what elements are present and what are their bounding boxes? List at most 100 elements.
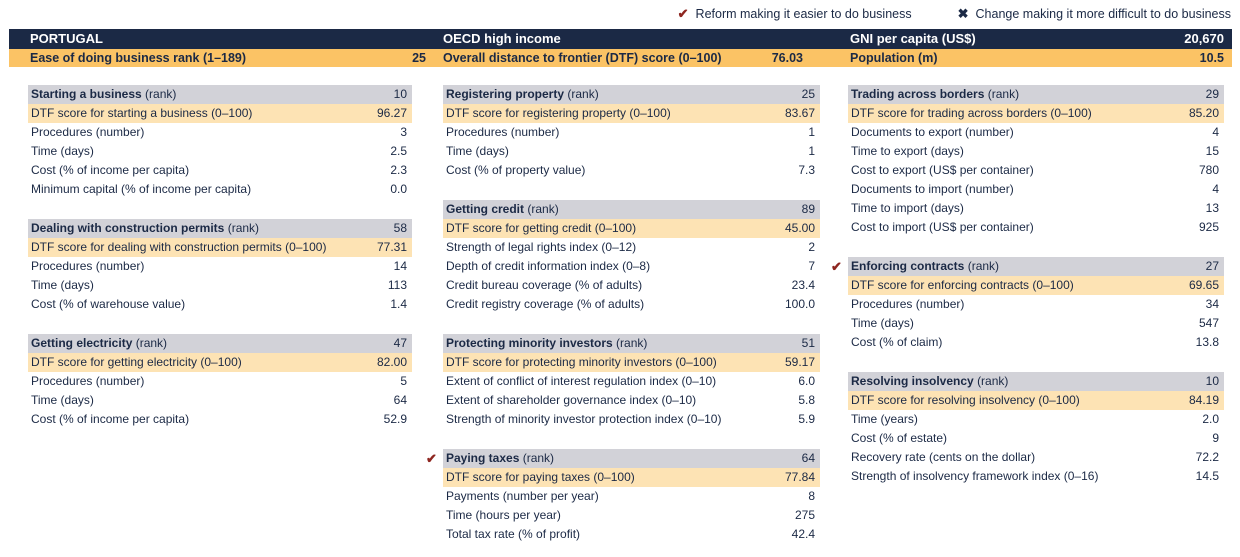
indicator-row: Extent of shareholder governance index (… (443, 391, 820, 410)
indicator-row: Procedures (number) 3 (28, 123, 412, 142)
section-starting-a-business: Starting a business (rank) 10 DTF score fo… (28, 85, 412, 199)
legend-reform: ✔ Reform making it easier to do business (678, 5, 912, 23)
check-icon: ✔ (831, 259, 842, 274)
section-title: Enforcing contracts (851, 259, 965, 273)
summary-bar: Ease of doing business rank (1–189) 25 O… (9, 49, 1232, 67)
indicator-value: 113 (387, 278, 407, 292)
indicator-row: Time (days) 113 (28, 276, 412, 295)
population-cell: Population (m) 10.5 (839, 49, 1232, 67)
indicator-row: Recovery rate (cents on the dollar) 72.2 (848, 448, 1224, 467)
section-rank-value: 89 (801, 202, 815, 216)
section-header-label: Protecting minority investors (rank) (446, 334, 647, 353)
section-header: Dealing with construction permits (rank)… (28, 219, 412, 238)
indicator-row: Cost (% of income per capita) 52.9 (28, 410, 412, 429)
section-header: Trading across borders (rank) 29 (848, 85, 1224, 104)
indicator-value: 42.4 (791, 527, 815, 541)
indicator-value: 64 (393, 393, 407, 407)
indicator-value: 1.4 (390, 297, 407, 311)
indicator-row-label: Total tax rate (% of profit) (446, 527, 581, 541)
dtf-score-row-label: DTF score for trading across borders (0–… (851, 106, 1092, 120)
section-getting-electricity: Getting electricity (rank) 47 DTF score fo… (28, 334, 412, 429)
indicator-row: Payments (number per year) 8 (443, 487, 820, 506)
indicator-value: 14 (393, 259, 407, 273)
indicator-row-label: Credit bureau coverage (% of adults) (446, 278, 643, 292)
indicator-row: Time (days) 547 (848, 314, 1224, 333)
ease-rank-label: Ease of doing business rank (1–189) (30, 51, 247, 65)
indicator-row-label: Cost (% of warehouse value) (31, 297, 186, 311)
dtf-score-row-label: DTF score for starting a business (0–100… (31, 106, 253, 120)
legend: ✔ Reform making it easier to do business… (678, 5, 1231, 23)
population-value: 10.5 (1199, 51, 1224, 65)
indicator-row-label: Strength of insolvency framework index (… (851, 469, 1099, 483)
section-header-label: Resolving insolvency (rank) (851, 372, 1008, 391)
indicator-value: 275 (794, 508, 815, 522)
section-header: Protecting minority investors (rank) 51 (443, 334, 820, 353)
indicator-value: 4 (1212, 125, 1219, 139)
section-title: Protecting minority investors (446, 336, 613, 350)
indicator-row-label: Cost (% of income per capita) (31, 163, 190, 177)
dtf-score-value: 77.31 (376, 240, 407, 254)
section-rank-value: 25 (801, 87, 815, 101)
overall-dtf-value: 76.03 (771, 51, 803, 65)
indicator-row: Depth of credit information index (0–8) 7 (443, 257, 820, 276)
indicator-row: Time to export (days) 15 (848, 142, 1224, 161)
indicator-row-label: Procedures (number) (31, 374, 145, 388)
check-icon: ✔ (677, 6, 689, 21)
section-header-label: Registering property (rank) (446, 85, 599, 104)
indicator-row: Minimum capital (% of income per capita)… (28, 180, 412, 199)
indicator-value: 9 (1212, 431, 1219, 445)
section-header-label: Enforcing contracts (rank) (851, 257, 999, 276)
dtf-score-value: 77.84 (784, 470, 815, 484)
ease-rank-cell: Ease of doing business rank (1–189) 25 (9, 49, 434, 67)
indicator-row-label: Cost (% of income per capita) (31, 412, 190, 426)
indicator-row-label: Procedures (number) (446, 125, 560, 139)
indicator-value: 15 (1205, 144, 1219, 158)
indicator-row: Time to import (days) 13 (848, 199, 1224, 218)
indicator-row-label: Extent of conflict of interest regulatio… (446, 374, 717, 388)
indicator-value: 4 (1212, 182, 1219, 196)
section-protecting-minority-investors: Protecting minority investors (rank) 51 DT… (443, 334, 820, 429)
indicator-row-label: Procedures (number) (31, 125, 145, 139)
indicator-value: 52.9 (383, 412, 407, 426)
column-3: Trading across borders (rank) 29 DTF score… (831, 85, 1224, 486)
section-rank-value: 10 (393, 87, 407, 101)
section-rank-suffix: (rank) (977, 374, 1009, 388)
dtf-score-row: DTF score for starting a business (0–100… (28, 104, 412, 123)
indicator-value: 2.0 (1202, 412, 1219, 426)
section-rank-suffix: (rank) (567, 87, 599, 101)
indicator-value: 7.3 (798, 163, 815, 177)
section-rank-suffix: (rank) (522, 451, 555, 465)
indicator-value: 100.0 (784, 297, 815, 311)
indicator-row-label: Time to export (days) (851, 144, 964, 158)
dtf-score-row-label: DTF score for enforcing contracts (0–100… (851, 278, 1074, 292)
indicator-row-label: Recovery rate (cents on the dollar) (851, 450, 1036, 464)
section-registering-property: Registering property (rank) 25 DTF score f… (443, 85, 820, 180)
indicator-value: 3 (400, 125, 407, 139)
country-cell: PORTUGAL (9, 29, 434, 49)
section-rank-suffix: (rank) (987, 87, 1020, 101)
indicator-row-label: Credit registry coverage (% of adults) (446, 297, 645, 311)
indicator-row-label: Documents to import (number) (851, 182, 1014, 196)
indicator-value: 780 (1198, 163, 1219, 177)
column-1: Starting a business (rank) 10 DTF score fo… (28, 85, 412, 429)
dtf-score-value: 85.20 (1188, 106, 1219, 120)
indicator-row-label: Strength of legal rights index (0–12) (446, 240, 637, 254)
indicator-row-label: Cost (% of claim) (851, 335, 943, 349)
indicator-row-label: Time to import (days) (851, 201, 964, 215)
dtf-score-value: 82.00 (376, 355, 407, 369)
section-header: Registering property (rank) 25 (443, 85, 820, 104)
indicator-row-label: Documents to export (number) (851, 125, 1014, 139)
indicator-row: Cost (% of claim) 13.8 (848, 333, 1224, 352)
gni-value: 20,670 (1184, 31, 1224, 46)
population-label: Population (m) (850, 51, 938, 65)
section-dealing-with-construction-permits: Dealing with construction permits (rank)… (28, 219, 412, 314)
dtf-score-row-label: DTF score for resolving insolvency (0–10… (851, 393, 1080, 407)
section-rank-value: 58 (393, 221, 407, 235)
section-header: Getting credit (rank) 89 (443, 200, 820, 219)
indicator-value: 1 (808, 125, 815, 139)
section-rank-suffix: (rank) (527, 202, 559, 216)
column-2: Registering property (rank) 25 DTF score f… (426, 85, 820, 544)
indicator-row: Cost to export (US$ per container) 780 (848, 161, 1224, 180)
indicator-value: 13.8 (1195, 335, 1219, 349)
section-header: Enforcing contracts (rank) 27 (848, 257, 1224, 276)
